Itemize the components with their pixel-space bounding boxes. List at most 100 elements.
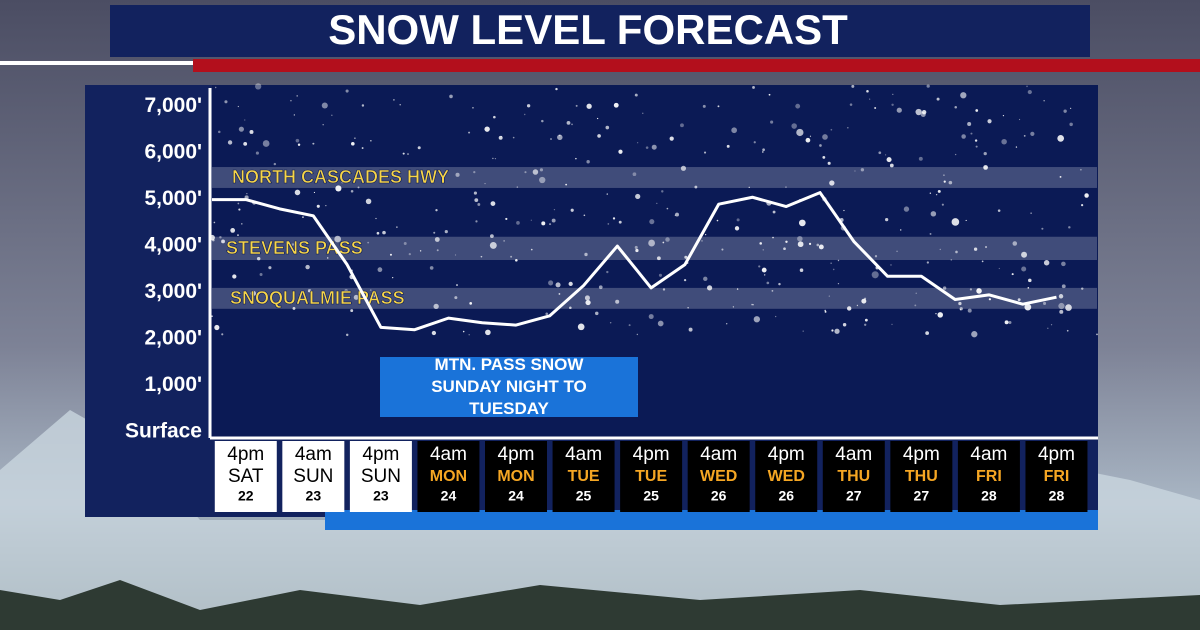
x-tick-time: 4pm: [1038, 444, 1075, 465]
snowflake: [854, 170, 856, 172]
snowflake: [936, 97, 940, 101]
pass-band: [212, 236, 1097, 260]
snowflake: [971, 331, 978, 338]
snowflake: [731, 127, 738, 134]
snowflake: [680, 123, 684, 128]
snowflake: [665, 237, 670, 242]
snowflake: [943, 180, 946, 183]
snowflake: [831, 329, 834, 332]
snowflake: [827, 161, 831, 165]
x-tick-time: 4pm: [227, 444, 264, 465]
snowflake: [796, 128, 804, 137]
snowflake: [925, 331, 929, 335]
snowflake: [930, 211, 937, 217]
snowflake: [490, 234, 494, 238]
snowflake: [771, 289, 774, 292]
snowflake: [566, 120, 571, 125]
snowflake: [243, 141, 248, 146]
snowflake: [837, 259, 840, 262]
snowflake: [981, 260, 984, 263]
snowflake: [762, 249, 764, 251]
snowflake: [1023, 134, 1026, 137]
snowflake: [1043, 260, 1050, 266]
snowflake: [224, 100, 228, 104]
snowflake: [628, 324, 631, 327]
snowflake: [541, 119, 544, 123]
snowflake: [816, 243, 820, 247]
snowflake: [766, 281, 770, 285]
snowflake: [942, 286, 947, 290]
snowflake: [436, 249, 439, 252]
annotation: MTN. PASS SNOW SUNDAY NIGHT TO TUESDAY: [380, 357, 638, 417]
snowflake: [571, 123, 573, 126]
snowflake: [583, 214, 586, 217]
snowflake: [761, 267, 767, 273]
snowflake: [389, 253, 392, 256]
snowflake: [565, 183, 568, 186]
snowflake: [960, 92, 967, 99]
snowflake: [751, 303, 753, 306]
snowflake: [462, 330, 465, 333]
time-box: [214, 441, 277, 512]
snowflake: [818, 244, 824, 250]
snowflake: [503, 240, 505, 242]
snowflake: [454, 254, 457, 256]
snowflake: [361, 147, 364, 149]
snowflake: [218, 130, 221, 134]
snowflake: [864, 323, 867, 326]
time-box: [349, 441, 412, 512]
snowflake: [849, 103, 853, 106]
snowflake: [492, 157, 494, 160]
snowflake: [598, 285, 603, 290]
snowflake: [1061, 284, 1066, 289]
snowflake: [634, 245, 638, 249]
snowflake: [256, 256, 261, 261]
snowflake: [1081, 287, 1084, 290]
x-tick-date: 28: [1049, 488, 1065, 504]
snowflake: [539, 176, 546, 184]
x-tick-date: 24: [508, 488, 524, 504]
snowflake: [555, 282, 561, 288]
x-tick-date: 23: [306, 488, 322, 504]
snowflake: [530, 248, 533, 251]
snowflake: [802, 330, 804, 332]
snowflake: [1008, 321, 1012, 325]
snowflake: [292, 306, 296, 310]
snowflake: [1018, 118, 1021, 121]
snowflake: [770, 120, 774, 124]
snowflake: [312, 142, 315, 145]
snowflake: [748, 186, 750, 188]
time-box: [687, 441, 750, 512]
snowflake: [914, 304, 917, 307]
snowflake: [558, 293, 561, 295]
snowflake: [832, 268, 835, 271]
snowflake: [1063, 109, 1067, 113]
snowflake: [232, 274, 237, 279]
snowflake: [683, 279, 687, 282]
snowflake: [939, 248, 941, 251]
snowflake: [361, 104, 365, 107]
snowflake: [237, 105, 239, 108]
snowflake: [753, 316, 761, 323]
snowflake: [929, 192, 932, 194]
pass-label: STEVENS PASS: [226, 238, 363, 258]
snowflake: [1058, 302, 1065, 310]
snowflake: [846, 306, 852, 311]
snowflake: [824, 310, 827, 313]
snowflake: [468, 334, 470, 336]
snowflake: [1027, 89, 1032, 95]
snowflake: [489, 241, 497, 249]
snowflake: [632, 172, 637, 177]
snowflake: [828, 295, 830, 297]
snowflake: [213, 221, 216, 224]
snowflake: [856, 304, 859, 307]
snowflake: [984, 245, 988, 249]
snowflake: [1015, 146, 1018, 148]
snowflake: [884, 154, 887, 156]
snowflake: [797, 235, 803, 242]
snowflake: [662, 241, 665, 244]
snowflake: [227, 140, 233, 145]
snowflake: [809, 135, 812, 137]
snowflake: [322, 124, 324, 126]
snowflake: [295, 138, 300, 143]
